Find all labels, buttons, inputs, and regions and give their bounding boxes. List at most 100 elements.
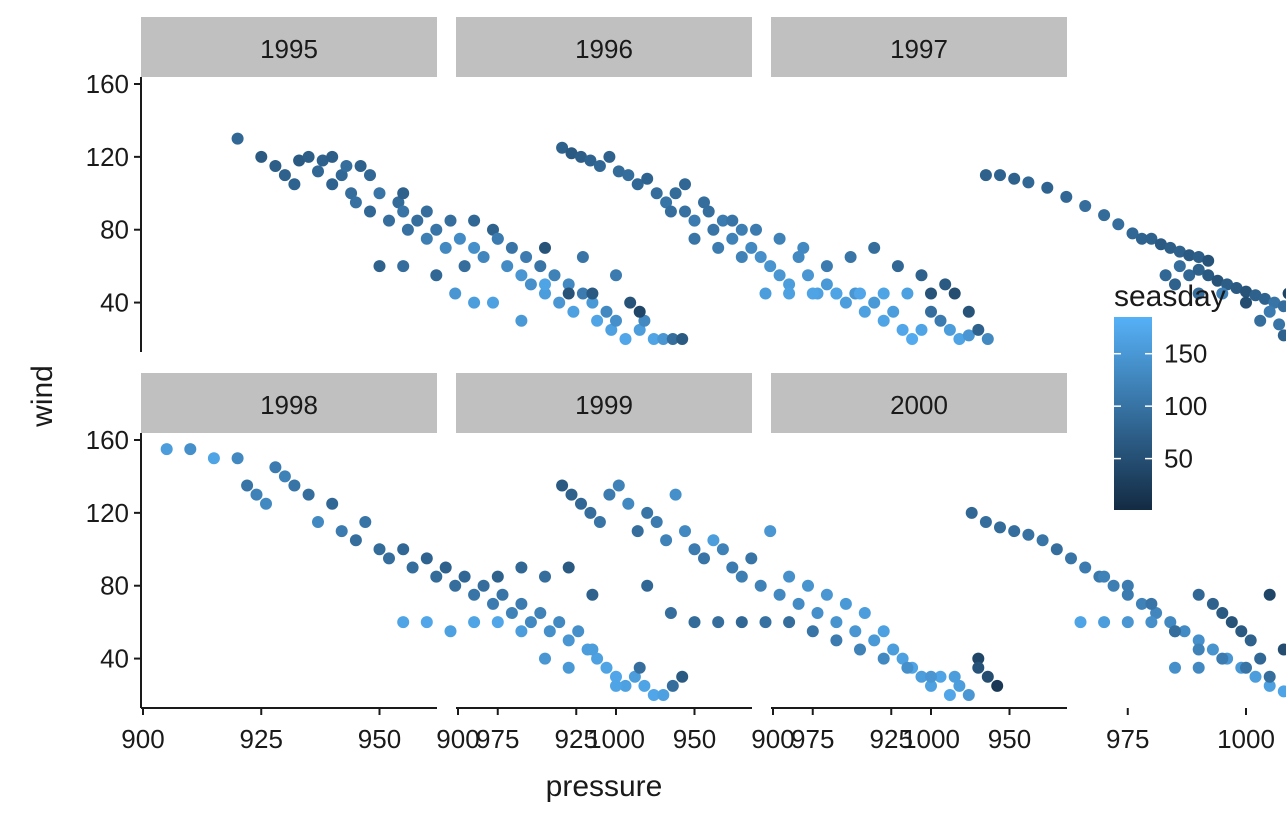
data-point	[716, 214, 729, 227]
data-point	[562, 634, 575, 647]
data-point	[1173, 260, 1186, 273]
data-point	[1192, 263, 1205, 276]
data-point	[1202, 254, 1215, 267]
data-point	[600, 305, 613, 318]
data-point	[698, 552, 710, 565]
data-point	[1216, 652, 1229, 665]
data-point	[539, 287, 551, 300]
data-point	[707, 534, 720, 547]
data-point	[991, 679, 1004, 692]
data-point	[1121, 579, 1134, 592]
data-point	[915, 323, 928, 336]
data-point	[458, 570, 471, 583]
data-point	[745, 552, 758, 565]
data-point	[1240, 661, 1252, 674]
data-point	[524, 278, 537, 291]
data-point	[293, 154, 306, 167]
data-point	[688, 616, 701, 629]
data-point	[1135, 232, 1148, 245]
data-point	[802, 269, 814, 282]
data-point	[420, 552, 433, 565]
data-point	[505, 241, 518, 254]
data-point	[458, 260, 471, 273]
data-point	[553, 616, 566, 629]
data-point	[1235, 625, 1248, 638]
facet-strip	[771, 17, 1067, 77]
data-point	[759, 287, 772, 300]
data-point	[979, 169, 992, 182]
data-point	[619, 333, 632, 345]
data-point	[896, 323, 909, 336]
data-point	[593, 160, 606, 172]
data-point	[820, 278, 833, 291]
data-point	[1216, 607, 1229, 619]
facet-strip-label: 2000	[890, 390, 948, 420]
data-point	[806, 287, 819, 300]
data-point	[468, 588, 481, 601]
data-point	[515, 597, 528, 610]
data-point	[449, 579, 462, 592]
data-point	[1022, 528, 1035, 541]
data-point	[633, 305, 646, 318]
facet-strip-label: 1996	[575, 34, 633, 64]
data-point	[610, 314, 622, 327]
data-point	[449, 287, 462, 300]
x-tick-label: 1000	[587, 724, 645, 754]
data-point	[657, 333, 670, 345]
data-point	[712, 616, 725, 629]
x-tick-label: 1000	[1217, 724, 1275, 754]
data-point	[783, 616, 796, 629]
data-point	[420, 205, 433, 218]
y-tick-label: 40	[100, 288, 129, 318]
data-point	[773, 269, 786, 282]
data-point	[1173, 245, 1186, 258]
data-point	[392, 196, 405, 209]
data-point	[397, 205, 410, 218]
data-point	[548, 269, 561, 282]
data-point	[1244, 634, 1257, 647]
facet-strip	[141, 17, 437, 77]
data-point	[925, 287, 937, 300]
data-point	[1263, 670, 1276, 683]
data-point	[1178, 625, 1191, 638]
data-point	[679, 525, 691, 538]
data-point	[1216, 287, 1229, 300]
data-point	[631, 178, 644, 191]
data-point	[572, 625, 585, 638]
data-point	[1263, 588, 1276, 601]
data-point	[562, 661, 575, 674]
data-point	[184, 443, 197, 456]
facet-strip-label: 1998	[260, 390, 318, 420]
data-point	[660, 196, 673, 209]
data-point	[811, 607, 824, 619]
data-point	[586, 588, 599, 601]
data-point	[160, 443, 173, 456]
data-point	[877, 287, 890, 300]
data-point	[1202, 269, 1215, 282]
data-point	[750, 223, 762, 236]
data-point	[241, 479, 254, 492]
data-point	[1041, 181, 1054, 194]
data-point	[1098, 570, 1111, 583]
data-point	[610, 269, 622, 282]
data-point	[726, 232, 739, 245]
data-point	[628, 670, 641, 683]
data-point	[302, 150, 315, 163]
data-point	[647, 333, 660, 345]
data-point	[515, 625, 528, 638]
data-point	[1221, 278, 1234, 291]
data-point	[515, 269, 528, 282]
data-point	[430, 570, 443, 583]
data-point	[1008, 525, 1021, 538]
data-point	[565, 147, 578, 160]
data-point	[539, 652, 551, 665]
data-point	[764, 525, 777, 538]
y-tick-label: 120	[86, 142, 129, 172]
data-point	[383, 214, 395, 227]
data-point	[1192, 588, 1205, 601]
data-point	[707, 223, 720, 236]
x-axis-title: pressure	[546, 770, 663, 803]
data-point	[830, 287, 843, 300]
data-point	[891, 260, 904, 273]
y-axis-title: wind	[26, 365, 59, 428]
